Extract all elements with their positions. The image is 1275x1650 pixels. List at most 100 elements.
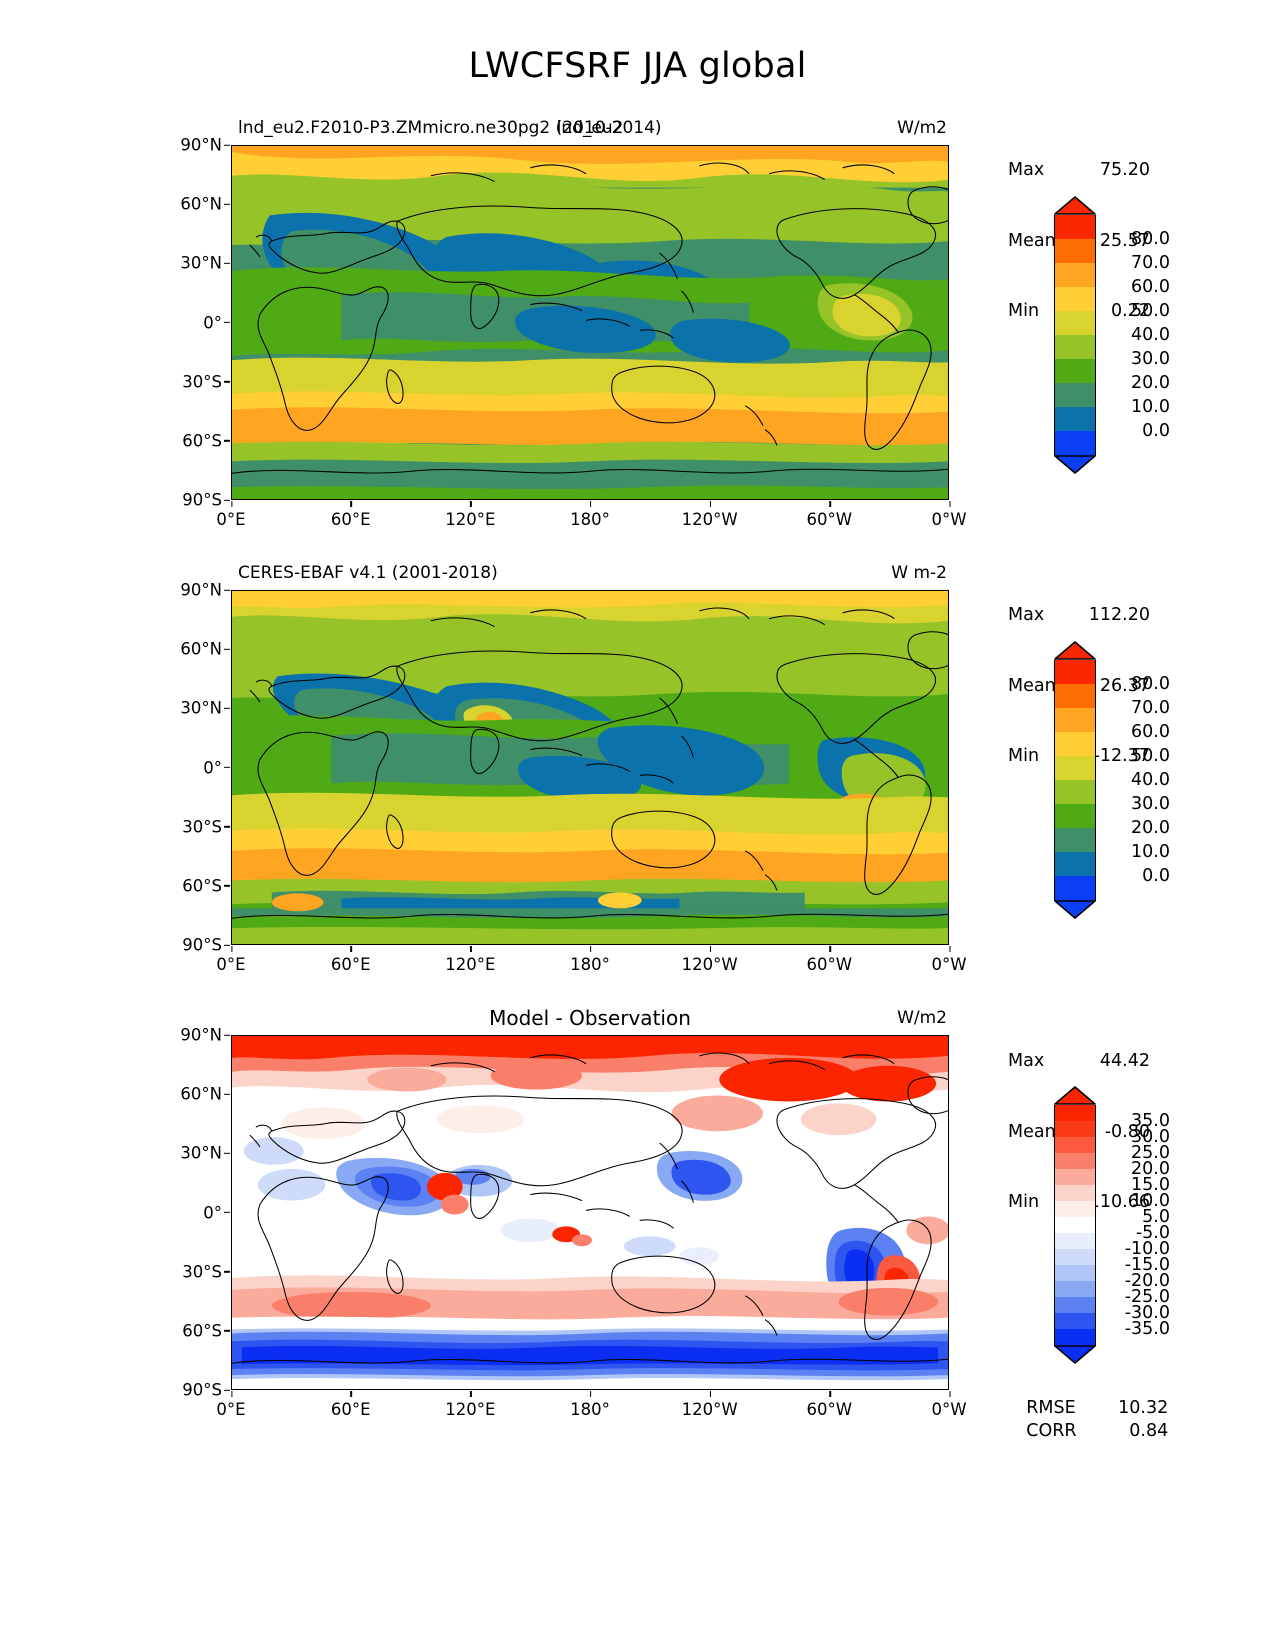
panel-difference-xtick-0e: 0°E xyxy=(216,1391,246,1419)
colorbar-difference-overflow-arrow-bottom xyxy=(1054,1345,1096,1364)
panel-difference-stats: Max 44.42 Mean -0.80 Min -110.66 xyxy=(1008,1003,1150,1262)
panel-observation-stat-mean: Mean 26.37 xyxy=(1008,675,1150,696)
colorbar-model-segment xyxy=(1054,383,1096,408)
colorbar-observation-segment xyxy=(1054,732,1096,757)
panel-model-ytick-60s: 60°S xyxy=(182,431,222,451)
panel-difference-xtick-60e: 60°E xyxy=(330,1391,371,1419)
colorbar-difference-segment xyxy=(1054,1137,1096,1154)
panel-observation-ytick-0: 0° xyxy=(203,758,222,777)
panel-difference-header: Model - Observation W/m2 xyxy=(231,1006,949,1032)
panel-difference-ytick-30n: 30°N xyxy=(180,1143,222,1163)
panel-model-ytick-60n: 60°N xyxy=(180,194,222,214)
panel-observation: CERES-EBAF v4.1 (2001-2018) W m-2 xyxy=(180,563,966,974)
colorbar-observation-segment xyxy=(1054,660,1096,685)
panel-difference-xtick-0w: 0°W xyxy=(931,1391,967,1419)
panel-observation-stats: Max 112.20 Mean 26.37 Min -12.37 xyxy=(1008,557,1150,816)
colorbar-observation-segment xyxy=(1054,804,1096,829)
panel-difference-xtick-120e: 120°E xyxy=(445,1391,496,1419)
colorbar-model-tick-label: 20.0 xyxy=(1131,373,1170,393)
colorbar-observation-overflow-arrow-bottom xyxy=(1054,900,1096,919)
colorbar-difference-segment xyxy=(1054,1329,1096,1346)
panel-difference-stat-max: Max 44.42 xyxy=(1008,1051,1150,1071)
panel-difference-xtick-180: 180° xyxy=(570,1391,610,1419)
colorbar-model-segment xyxy=(1054,431,1096,456)
panel-model-header: lnd_eu2.F2010-P3.ZMmicro.ne30pg2 (2010-2… xyxy=(231,118,949,142)
colorbar-model-overflow-arrow-bottom xyxy=(1054,455,1096,474)
colorbar-difference-tick-label: -10.0 xyxy=(1124,1239,1170,1259)
panel-model-header-left: lnd_eu2.F2010-P3.ZMmicro.ne30pg2 (2010-2… xyxy=(238,118,662,138)
colorbar-difference-tick-label: -35.0 xyxy=(1124,1319,1170,1339)
colorbar-observation-tick-label: 0.0 xyxy=(1142,866,1170,886)
colorbar-difference-segment xyxy=(1054,1105,1096,1122)
colorbar-difference-tick-label: 5.0 xyxy=(1142,1207,1170,1227)
colorbar-difference-overflow-arrow-top xyxy=(1054,1086,1096,1105)
panel-model-stat-min: Min 0.22 xyxy=(1008,301,1150,321)
panel-observation-xtick-120w: 120°W xyxy=(681,946,738,974)
panel-model-ytick-30s: 30°S xyxy=(182,372,222,392)
colorbar-observation: 80.0 70.0 60.0 50.0 40.0 30.0 20.0 10.0 0.0 xyxy=(1054,641,1234,919)
colorbar-observation-segment xyxy=(1054,780,1096,805)
colorbar-observation-segment xyxy=(1054,876,1096,901)
colorbar-observation-tick-label: 40.0 xyxy=(1131,770,1170,790)
panel-model-stats: Max 75.20 Mean 25.57 Min 0.22 xyxy=(1008,112,1150,371)
panel-observation-ytick-90s: 90°S xyxy=(182,935,222,955)
panel-difference-xtick-60w: 60°W xyxy=(806,1391,853,1419)
panel-model: lnd_eu2.F2010-P3.ZMmicro.ne30pg2 (2010-2… xyxy=(180,118,966,529)
colorbar-observation-segment xyxy=(1054,708,1096,733)
panel-model-units: W/m2 xyxy=(897,118,947,138)
panel-observation-xtick-180: 180° xyxy=(570,946,610,974)
colorbar-difference-tick-label: -15.0 xyxy=(1124,1255,1170,1275)
panel-observation-header: CERES-EBAF v4.1 (2001-2018) W m-2 xyxy=(231,563,949,587)
colorbar-observation-overflow-arrow-top xyxy=(1054,641,1096,660)
panel-model-stat-max: Max 75.20 xyxy=(1008,160,1150,180)
colorbar-observation-tick-label: 30.0 xyxy=(1131,794,1170,814)
colorbar-difference-tick-label: -5.0 xyxy=(1135,1223,1170,1243)
colorbar-model-tick-label: 60.0 xyxy=(1131,277,1170,297)
colorbar-model-segment xyxy=(1054,407,1096,432)
panel-observation-units: W m-2 xyxy=(891,563,947,583)
colorbar-model-tick-label: 40.0 xyxy=(1131,325,1170,345)
colorbar-observation-tick-label: 20.0 xyxy=(1131,818,1170,838)
colorbar-observation-tick-label: 10.0 xyxy=(1131,842,1170,862)
panel-difference-stat-mean: Mean -0.80 xyxy=(1008,1121,1150,1142)
panel-difference-ytick-30s: 30°S xyxy=(182,1262,222,1282)
colorbar-model-segment xyxy=(1054,263,1096,288)
colorbar-observation-segment xyxy=(1054,852,1096,877)
panel-model-xtick-0w: 0°W xyxy=(931,501,967,529)
colorbar-difference: 35.0 30.0 25.0 20.0 15.0 10.0 5.0 -5.0 -10.0 -15.… xyxy=(1054,1086,1234,1364)
panel-difference-ytick-60s: 60°S xyxy=(182,1321,222,1341)
colorbar-difference-segment xyxy=(1054,1313,1096,1330)
colorbar-observation-tick-label: 80.0 xyxy=(1131,674,1170,694)
colorbar-observation-tick-label: 60.0 xyxy=(1131,722,1170,742)
colorbar-difference-tick-label: 15.0 xyxy=(1131,1175,1170,1195)
panel-difference-ytick-90n: 90°N xyxy=(180,1025,222,1045)
colorbar-observation-tick-label: 70.0 xyxy=(1131,698,1170,718)
panel-model-xtick-120w: 120°W xyxy=(681,501,738,529)
panel-observation-map xyxy=(231,590,949,945)
panel-difference: Model - Observation W/m2 xyxy=(180,1006,966,1419)
colorbar-difference-segment xyxy=(1054,1265,1096,1282)
panel-difference-ytick-90s: 90°S xyxy=(182,1380,222,1400)
panel-model-stat-mean: Mean 25.57 xyxy=(1008,230,1150,251)
colorbar-model-tick-label: 10.0 xyxy=(1131,397,1170,417)
colorbar-difference-tick-label: -25.0 xyxy=(1124,1287,1170,1307)
colorbar-difference-segment xyxy=(1054,1233,1096,1250)
colorbar-difference-tick-label: 10.0 xyxy=(1131,1191,1170,1211)
colorbar-difference-tick-label: 35.0 xyxy=(1131,1111,1170,1131)
colorbar-model-overflow-arrow-top xyxy=(1054,196,1096,215)
colorbar-difference-tick-label: 30.0 xyxy=(1131,1127,1170,1147)
colorbar-difference-segment xyxy=(1054,1169,1096,1186)
colorbar-model-tick-label: 80.0 xyxy=(1131,229,1170,249)
panel-difference-title: Model - Observation xyxy=(489,1006,691,1030)
colorbar-difference-segment xyxy=(1054,1201,1096,1218)
panel-observation-ytick-30s: 30°S xyxy=(182,817,222,837)
panel-observation-xtick-60w: 60°W xyxy=(806,946,853,974)
panel-observation-xtick-0w: 0°W xyxy=(931,946,967,974)
panel-difference-ytick-0: 0° xyxy=(203,1203,222,1222)
panel-difference-xtick-120w: 120°W xyxy=(681,1391,738,1419)
colorbar-difference-tick-label: -30.0 xyxy=(1124,1303,1170,1323)
panel-model-ytick-90n: 90°N xyxy=(180,135,222,155)
panel-model-xtick-60e: 60°E xyxy=(330,501,371,529)
panel-observation-header-left: CERES-EBAF v4.1 (2001-2018) xyxy=(238,563,498,583)
